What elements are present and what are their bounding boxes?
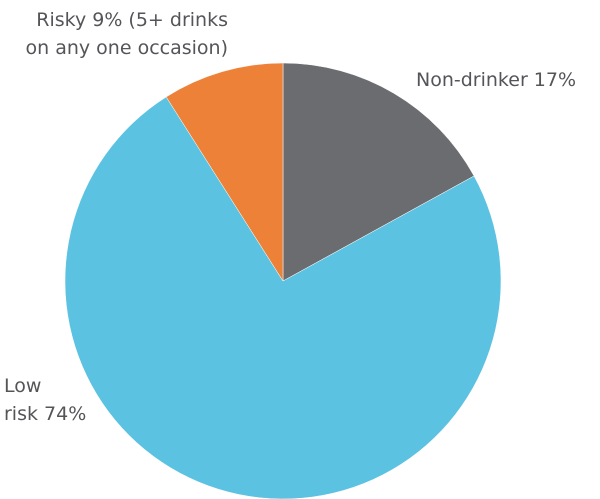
pie-slice-non-drinker [282, 62, 475, 282]
pie-label-line: Low [4, 375, 41, 397]
pie-label-risky: Risky 9% (5+ drinks on any one occasion) [26, 9, 229, 59]
pie-labels: Non-drinker 17% Low risk 74% Risky 9% (5+ d… [4, 9, 576, 425]
pie-label-low-risk: Low risk 74% [4, 375, 86, 425]
pie-label-line: risk 74% [4, 403, 86, 425]
pie-label-line: Non-drinker 17% [416, 69, 576, 91]
pie-slice-risky [165, 62, 284, 282]
pie-slice-low-risk [64, 96, 502, 499]
pie-label-line: on any one occasion) [26, 37, 229, 59]
pie-label-line: Risky 9% (5+ drinks [36, 9, 228, 31]
pie-label-non-drinker: Non-drinker 17% [416, 69, 576, 91]
pie-slices [64, 62, 502, 499]
